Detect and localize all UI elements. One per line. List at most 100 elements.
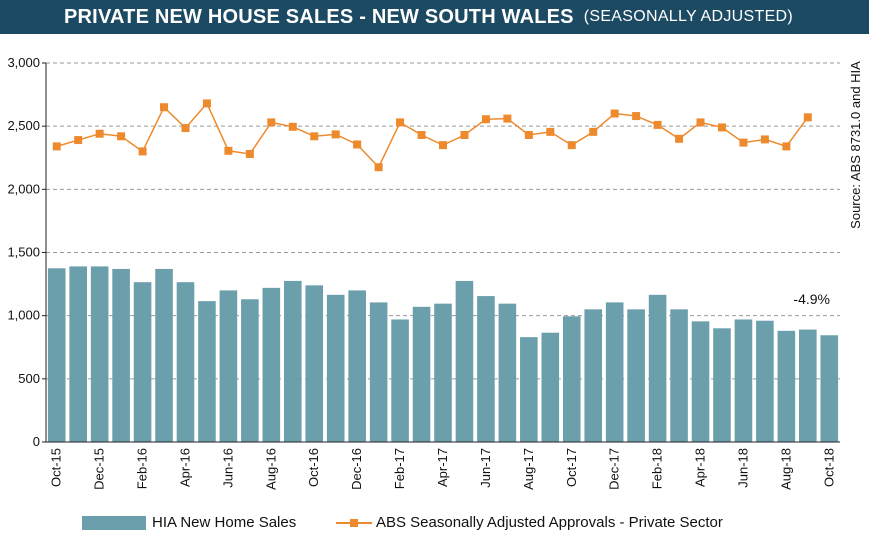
bar [391, 319, 409, 442]
approvals-marker [117, 132, 126, 141]
bar [90, 266, 109, 442]
x-tick-label: Oct-18 [821, 448, 836, 487]
approvals-marker [717, 123, 726, 132]
approvals-marker [610, 109, 619, 118]
bar [734, 319, 753, 442]
bar [691, 321, 710, 442]
x-tick-label: Feb-18 [650, 448, 665, 489]
bar [777, 330, 796, 442]
approvals-marker [310, 132, 319, 141]
bar [455, 280, 474, 442]
bar [112, 268, 130, 442]
bar [69, 266, 87, 442]
approvals-marker [696, 118, 705, 127]
change-annotation: -4.9% [793, 291, 830, 307]
legend-bar-swatch [82, 515, 146, 530]
bar [305, 285, 324, 442]
bar [820, 335, 839, 442]
approvals-marker [546, 127, 555, 136]
y-tick-label: 1,500 [7, 245, 40, 260]
x-tick-label: Jun-17 [478, 448, 493, 488]
approvals-marker [567, 141, 576, 150]
y-tick-label: 0 [33, 434, 40, 449]
bar [348, 290, 366, 442]
chart-subtitle: (SEASONALLY ADJUSTED) [583, 8, 794, 25]
x-tick-label: Aug-17 [521, 448, 536, 490]
bar [133, 282, 152, 442]
legend-line-swatch [336, 516, 372, 530]
bar [412, 306, 431, 442]
bar [627, 309, 645, 442]
legend-item-approvals: ABS Seasonally Adjusted Approvals - Priv… [336, 514, 723, 531]
chart-area: 0 500 1,000 1,500 2,000 2,500 3,000 Oct-15 Dec-1… [7, 55, 863, 490]
bar [498, 303, 517, 442]
x-tick-label: Apr-18 [693, 448, 708, 487]
bar [155, 268, 173, 442]
bar [47, 268, 66, 442]
approvals-marker [632, 112, 641, 121]
x-tick-label: Dec-17 [607, 448, 622, 490]
title-bar: PRIVATE NEW HOUSE SALES - NEW SOUTH WALE… [0, 0, 869, 34]
bar [756, 320, 774, 442]
approvals-marker [803, 113, 812, 122]
approvals-marker [181, 124, 190, 133]
approvals-marker [417, 131, 426, 140]
approvals-marker [782, 142, 791, 151]
approvals-marker [653, 120, 662, 129]
approvals-marker [374, 163, 383, 172]
bar [670, 309, 688, 442]
x-tick-label: Apr-16 [177, 448, 192, 487]
approvals-line [56, 102, 809, 169]
approvals-marker [481, 115, 490, 124]
x-tick-label: Feb-16 [135, 448, 150, 489]
x-tick-label: Oct-17 [564, 448, 579, 487]
y-tick-label: 1,000 [7, 308, 40, 323]
chart-title: PRIVATE NEW HOUSE SALES - NEW SOUTH WALE… [64, 5, 574, 28]
x-tick-label: Jun-16 [220, 448, 235, 488]
approvals-marker [52, 142, 61, 151]
approvals-marker [439, 141, 447, 150]
x-tick-label: Dec-16 [349, 448, 364, 490]
approvals-marker [74, 136, 83, 145]
approvals-marker [267, 118, 276, 127]
x-tick-label: Dec-15 [92, 448, 107, 490]
legend-label-approvals: ABS Seasonally Adjusted Approvals - Priv… [376, 514, 723, 531]
approvals-marker [524, 131, 533, 140]
bar [434, 303, 452, 442]
legend-item-sales: HIA New Home Sales [82, 514, 296, 531]
bar [520, 337, 538, 442]
approvals-marker [396, 118, 405, 127]
bar [198, 301, 216, 442]
y-tick-label: 2,000 [7, 181, 40, 196]
approvals-marker [353, 140, 362, 149]
x-tick-label: Apr-17 [435, 448, 450, 487]
bar [648, 294, 667, 442]
bar [369, 302, 388, 442]
x-tick-label: Oct-16 [306, 448, 321, 487]
legend-label-sales: HIA New Home Sales [152, 514, 297, 531]
source-note: Source: ABS 8731.0 and HIA [848, 61, 863, 229]
bar [605, 302, 624, 442]
approvals-marker [202, 99, 211, 108]
x-tick-label: Jun-18 [735, 448, 750, 488]
x-tick-label: Feb-17 [392, 448, 407, 489]
approvals-marker [288, 122, 297, 131]
approvals-marker [675, 134, 684, 143]
bar [562, 316, 581, 442]
approvals-marker [224, 146, 233, 155]
bar [477, 296, 495, 442]
bar [262, 287, 281, 442]
x-tick-label: Oct-15 [49, 448, 64, 487]
bar [219, 290, 238, 442]
approvals-marker [739, 138, 748, 147]
approvals-marker [160, 103, 169, 112]
bar [541, 332, 560, 442]
y-tick-label: 3,000 [7, 55, 40, 70]
bar [283, 280, 302, 442]
bar [176, 282, 195, 442]
approvals-marker [245, 149, 254, 158]
bar [713, 328, 731, 442]
approvals-marker [331, 130, 340, 139]
bar [584, 309, 603, 442]
approvals-marker [589, 127, 598, 136]
